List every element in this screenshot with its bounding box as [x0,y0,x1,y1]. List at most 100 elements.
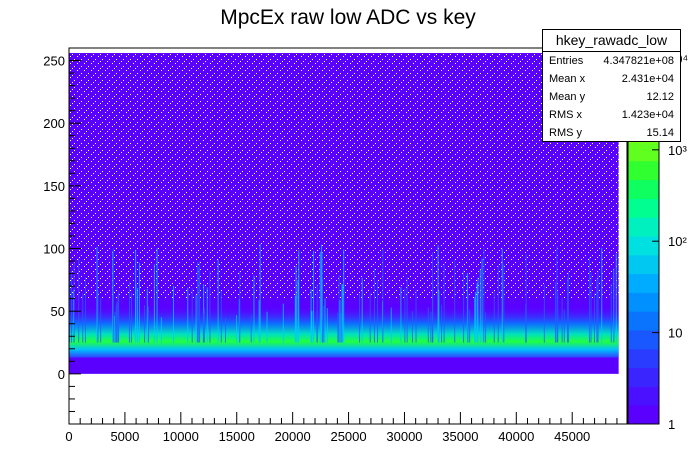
heatmap-spike [82,293,84,343]
heatmap-spike [557,291,559,343]
x-tick-label: 30000 [386,429,422,444]
heatmap-spike [112,251,114,343]
heatmap-spike [361,277,363,343]
heatmap-spike [437,245,439,343]
heatmap-spike [294,296,296,343]
heatmap-spike [146,289,148,343]
heatmap-spike [326,308,328,343]
heatmap-spike [467,293,469,343]
palette-band [628,142,659,162]
heatmap-spike [475,292,477,343]
stats-value: 4.347821e+08 [603,55,674,67]
x-tick-label: 45000 [554,429,590,444]
heatmap-spike [258,300,260,343]
palette-band [628,273,659,293]
heatmap-spike [320,244,322,343]
heatmap-spike [116,301,118,343]
heatmap-spike [266,311,268,343]
heatmap-spike [590,272,592,343]
heatmap-spike [441,304,443,343]
heatmap-spike [610,283,612,343]
heatmap-spike [156,248,158,343]
heatmap-spike [236,315,238,343]
heatmap-spike [137,288,139,343]
heatmap-spike [220,290,222,343]
heatmap-spike [561,297,563,343]
heatmap-spike [411,310,413,343]
heatmap-spike [613,267,615,343]
heatmap-spike [117,294,119,343]
heatmap-spike [338,275,340,343]
heatmap-spike [319,251,321,343]
heatmap-spike [253,275,255,343]
x-tick-label: 0 [65,429,72,444]
heatmap-spike [525,304,527,343]
heatmap-spike [259,243,261,343]
heatmap-spike [322,252,324,343]
heatmap-spike [497,265,499,343]
heatmap-spike [323,305,325,343]
heatmap-spike [206,287,208,343]
z-tick-label: 1 [668,417,675,432]
heatmap-spike [144,305,146,343]
heatmap-spike [342,284,344,343]
y-tick-label: 200 [43,116,65,131]
heatmap-spike [466,273,468,343]
z-tick-label: 10³ [668,143,687,158]
heatmap-spike [563,309,565,343]
x-tick-label: 20000 [275,429,311,444]
heatmap-spike [594,293,595,343]
heatmap-spike [196,261,198,343]
heatmap-spike [224,317,226,343]
heatmap-spike [390,307,392,343]
heatmap-spike [588,257,590,343]
heatmap-spike [202,313,204,343]
palette-band [628,292,659,312]
heatmap-spike [250,315,252,343]
heatmap-spike [297,280,299,343]
heatmap-spike [374,268,376,343]
z-tick-label: 10 [668,326,682,341]
heatmap-spike [597,271,599,343]
heatmap-spike [187,287,189,343]
heatmap-spike [432,280,434,343]
heatmap-spike [114,312,116,343]
heatmap-spike [153,264,155,343]
heatmap-spike [543,284,545,343]
heatmap-spike [415,289,417,343]
heatmap-spike [476,283,478,343]
x-axis: 0 5000 10000 15000 20000 25000 30000 35000 40000… [65,412,618,444]
heatmap-spike [493,291,495,343]
stats-title: hkey_rawadc_low [543,30,680,52]
stats-row-mean-x: Mean x 2.431e+04 [543,70,680,88]
stats-box: hkey_rawadc_low Entries 4.347821e+08 Mea… [542,29,681,142]
x-tick-label: 15000 [219,429,255,444]
heatmap-spike [340,313,342,343]
heatmap-spike [556,246,558,343]
palette-band [628,330,659,350]
heatmap-spike [474,297,476,343]
heatmap-spike [501,248,503,343]
heatmap-spike [377,280,379,343]
heatmap-spike [427,307,429,343]
heatmap-spike [503,264,505,343]
heatmap-spike [112,247,114,343]
palette-band [628,236,659,256]
heatmap-spike [404,288,406,343]
heatmap-spike [324,298,326,343]
heatmap-spike [469,309,471,343]
heatmap-spike [72,290,74,343]
x-tick-label: 35000 [442,429,478,444]
heatmap-spike [148,306,150,343]
heatmap-spike [382,248,384,343]
heatmap-spike [78,258,80,343]
y-tick-label: 50 [51,304,65,319]
heatmap-spike [298,250,300,343]
heatmap-spike [310,311,312,343]
heatmap-spike [483,247,485,343]
heatmap-spike [477,277,479,343]
heatmap-spike [481,258,483,343]
heatmap-spike [130,292,132,343]
plot-area [68,47,628,425]
